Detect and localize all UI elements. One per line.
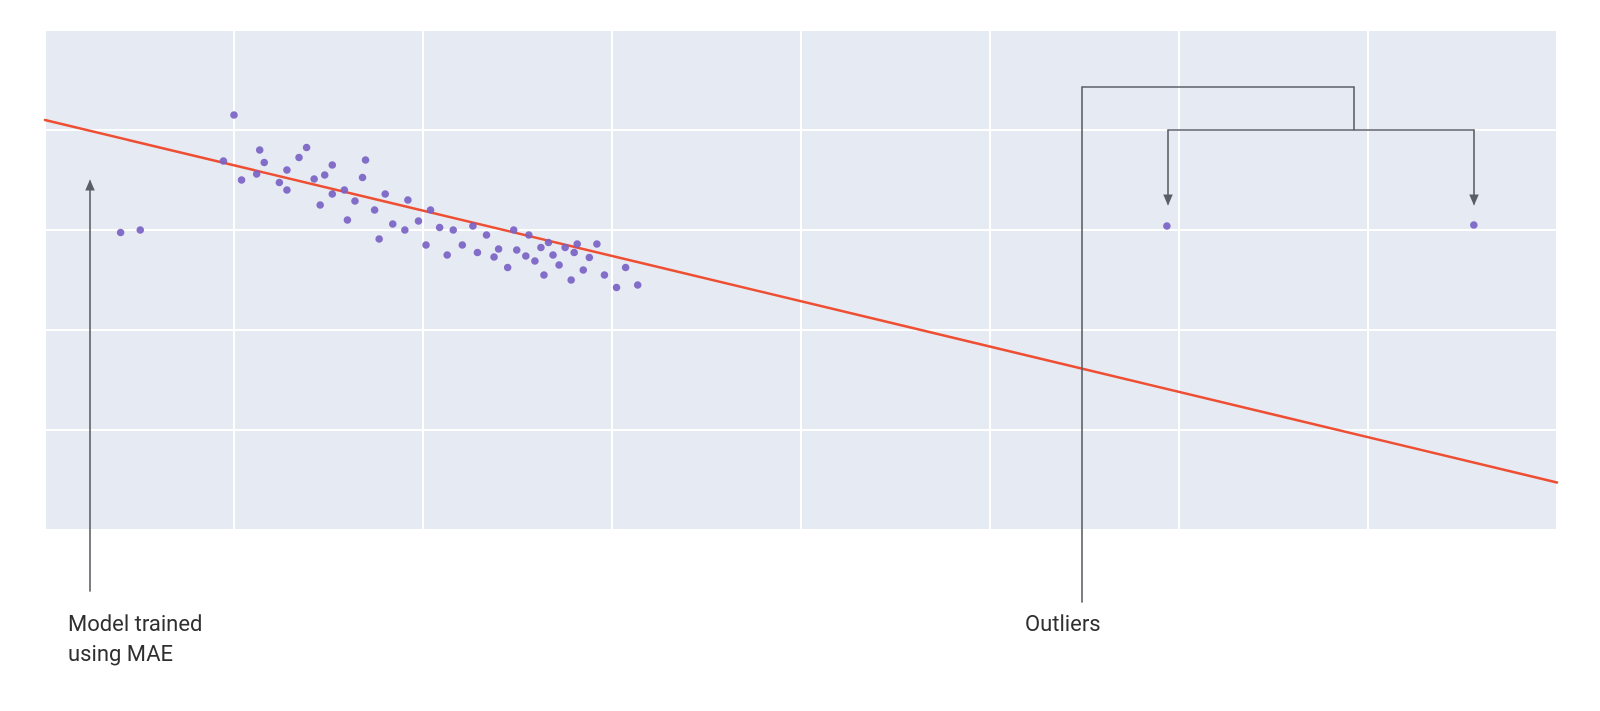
data-point — [238, 176, 246, 184]
data-point — [483, 231, 491, 239]
data-point — [567, 276, 575, 284]
data-point — [404, 196, 412, 204]
data-point — [310, 175, 318, 183]
data-point — [136, 226, 144, 234]
data-point — [459, 241, 467, 249]
data-point — [443, 251, 451, 259]
data-point — [276, 179, 284, 187]
data-point — [351, 197, 359, 205]
data-point — [549, 251, 557, 259]
data-point — [1163, 222, 1171, 230]
data-point — [522, 252, 530, 260]
data-point — [622, 264, 630, 272]
data-point — [415, 217, 423, 225]
data-point — [537, 244, 545, 252]
outliers-label: Outliers — [1025, 610, 1101, 640]
data-point — [540, 271, 548, 279]
data-point — [593, 240, 601, 248]
data-point — [613, 284, 621, 292]
data-point — [545, 239, 553, 247]
data-point — [573, 240, 581, 248]
data-point — [341, 186, 349, 194]
data-point — [469, 222, 477, 230]
data-point — [381, 190, 389, 198]
data-point — [570, 249, 578, 257]
data-point — [283, 186, 291, 194]
data-point — [474, 249, 482, 257]
data-point — [555, 261, 563, 269]
data-point — [303, 144, 311, 152]
model-trained-label: Model trained using MAE — [68, 610, 202, 669]
data-point — [375, 235, 383, 243]
data-point — [316, 201, 324, 209]
data-point — [1470, 221, 1478, 229]
chart-svg — [0, 0, 1600, 711]
data-point — [220, 157, 228, 165]
data-point — [561, 244, 569, 252]
data-point — [601, 271, 609, 279]
data-point — [634, 281, 642, 289]
data-point — [504, 264, 512, 272]
data-point — [371, 206, 379, 214]
data-point — [256, 146, 264, 154]
data-point — [510, 226, 518, 234]
data-point — [359, 174, 367, 182]
data-point — [117, 229, 125, 237]
data-point — [531, 257, 539, 265]
data-point — [449, 226, 457, 234]
data-point — [230, 111, 238, 119]
data-point — [525, 231, 533, 239]
data-point — [586, 254, 594, 262]
data-point — [401, 226, 409, 234]
data-point — [495, 245, 503, 253]
data-point — [389, 220, 397, 228]
data-point — [260, 159, 268, 167]
data-point — [328, 161, 336, 169]
data-point — [344, 216, 352, 224]
data-point — [513, 246, 521, 254]
data-point — [436, 224, 444, 232]
data-point — [422, 241, 430, 249]
data-point — [283, 166, 291, 174]
data-point — [321, 171, 329, 179]
data-point — [427, 206, 435, 214]
data-point — [362, 156, 370, 164]
data-point — [253, 170, 261, 178]
data-point — [328, 190, 336, 198]
data-point — [579, 266, 587, 274]
data-point — [490, 253, 498, 261]
figure-root: Model trained using MAE Outliers — [0, 0, 1600, 711]
data-point — [295, 154, 303, 162]
